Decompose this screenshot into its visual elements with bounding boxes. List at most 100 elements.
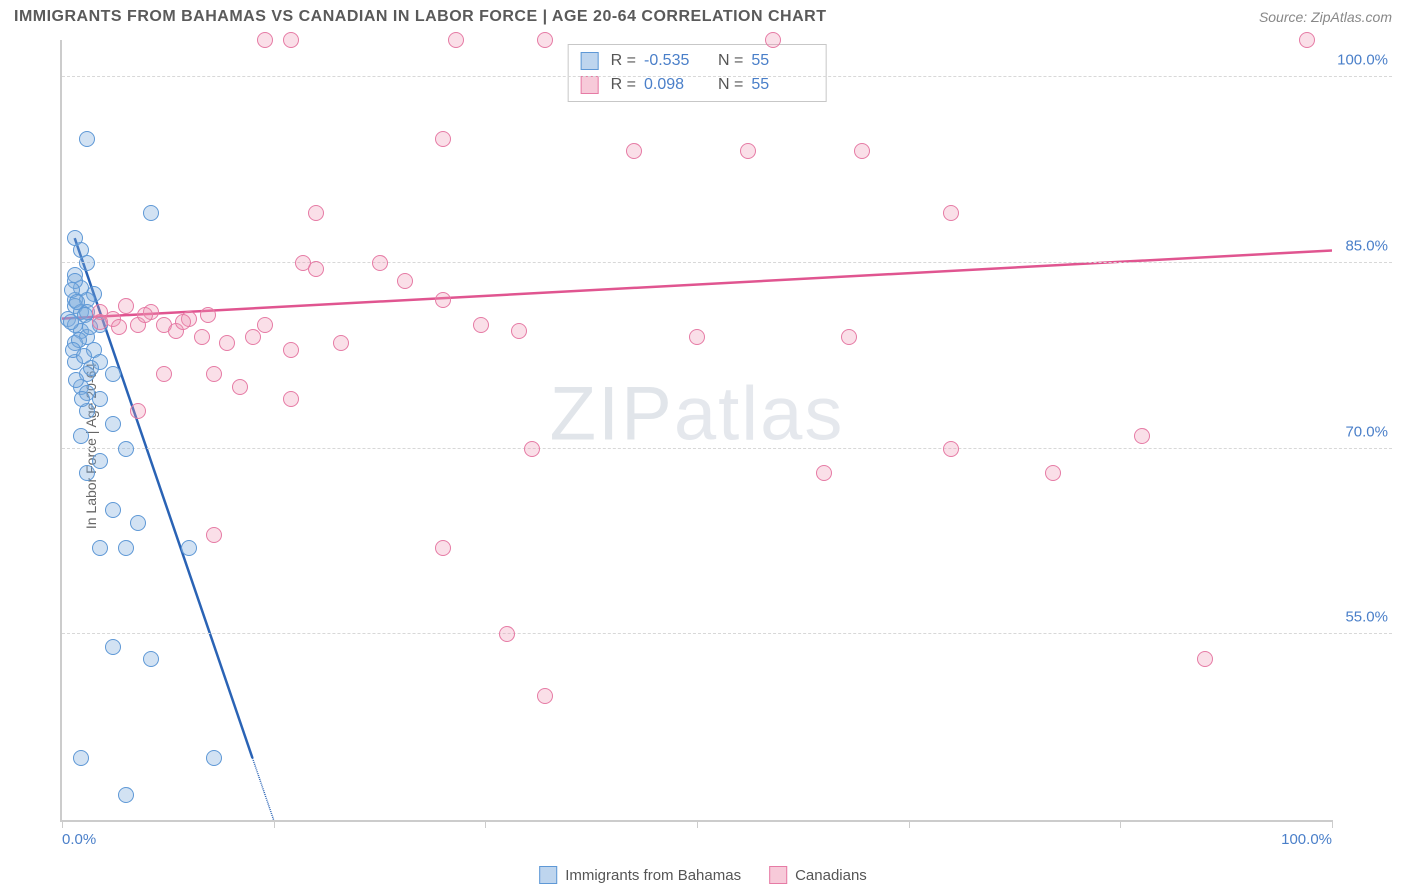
data-point — [206, 750, 222, 766]
data-point — [111, 319, 127, 335]
data-point — [83, 360, 99, 376]
data-point — [1045, 465, 1061, 481]
data-point — [283, 32, 299, 48]
data-point — [943, 441, 959, 457]
data-point — [73, 750, 89, 766]
data-point — [245, 329, 261, 345]
data-point — [92, 314, 108, 330]
data-point — [118, 298, 134, 314]
x-tick — [1332, 820, 1333, 828]
stats-row-bahamas: R = -0.535 N = 55 — [581, 49, 814, 73]
data-point — [372, 255, 388, 271]
y-tick-label: 70.0% — [1345, 423, 1388, 440]
data-point — [308, 261, 324, 277]
source-attribution: Source: ZipAtlas.com — [1259, 9, 1392, 25]
data-point — [92, 540, 108, 556]
data-point — [1197, 651, 1213, 667]
data-point — [854, 143, 870, 159]
x-tick — [485, 820, 486, 828]
data-point — [1299, 32, 1315, 48]
watermark: ZIPatlas — [550, 371, 845, 458]
data-point — [219, 335, 235, 351]
data-point — [73, 428, 89, 444]
data-point — [130, 515, 146, 531]
data-point — [206, 527, 222, 543]
data-point — [473, 317, 489, 333]
data-point — [79, 255, 95, 271]
data-point — [308, 205, 324, 221]
data-point — [68, 372, 84, 388]
data-point — [537, 688, 553, 704]
data-point — [435, 131, 451, 147]
data-point — [841, 329, 857, 345]
data-point — [537, 32, 553, 48]
x-tick — [697, 820, 698, 828]
y-tick-label: 55.0% — [1345, 609, 1388, 626]
data-point — [130, 403, 146, 419]
data-point — [74, 391, 90, 407]
data-point — [79, 131, 95, 147]
data-point — [232, 379, 248, 395]
data-point — [397, 273, 413, 289]
x-tick-label: 0.0% — [62, 831, 96, 848]
n-value-bahamas: 55 — [751, 49, 813, 73]
chart-container: In Labor Force | Age 20-64 ZIPatlas R = … — [14, 40, 1392, 852]
x-tick — [1120, 820, 1121, 828]
x-tick — [909, 820, 910, 828]
header: IMMIGRANTS FROM BAHAMAS VS CANADIAN IN L… — [0, 0, 1406, 30]
data-point — [137, 307, 153, 323]
x-tick — [62, 820, 63, 828]
data-point — [206, 366, 222, 382]
r-label: R = — [611, 49, 636, 73]
data-point — [200, 307, 216, 323]
data-point — [105, 502, 121, 518]
x-tick-label: 100.0% — [1281, 831, 1332, 848]
data-point — [118, 540, 134, 556]
y-tick-label: 100.0% — [1337, 52, 1388, 69]
data-point — [181, 540, 197, 556]
data-point — [175, 314, 191, 330]
data-point — [79, 465, 95, 481]
data-point — [105, 366, 121, 382]
data-point — [63, 314, 79, 330]
data-point — [257, 317, 273, 333]
legend-item-canadians: Canadians — [769, 866, 867, 884]
gridline — [62, 633, 1392, 634]
data-point — [765, 32, 781, 48]
data-point — [1134, 428, 1150, 444]
data-point — [194, 329, 210, 345]
swatch-pink — [581, 76, 599, 94]
data-point — [435, 292, 451, 308]
gridline — [62, 448, 1392, 449]
data-point — [499, 626, 515, 642]
swatch-blue — [581, 52, 599, 70]
x-tick — [274, 820, 275, 828]
data-point — [105, 639, 121, 655]
data-point — [283, 391, 299, 407]
data-point — [740, 143, 756, 159]
data-point — [118, 787, 134, 803]
data-point — [448, 32, 464, 48]
data-point — [511, 323, 527, 339]
data-point — [283, 342, 299, 358]
stats-legend-box: R = -0.535 N = 55 R = 0.098 N = 55 — [568, 44, 827, 102]
data-point — [524, 441, 540, 457]
legend-label: Immigrants from Bahamas — [565, 867, 741, 884]
data-point — [105, 416, 121, 432]
data-point — [816, 465, 832, 481]
r-value-bahamas: -0.535 — [644, 49, 706, 73]
chart-title: IMMIGRANTS FROM BAHAMAS VS CANADIAN IN L… — [14, 8, 826, 26]
n-label: N = — [718, 49, 743, 73]
data-point — [118, 441, 134, 457]
data-point — [689, 329, 705, 345]
data-point — [435, 540, 451, 556]
data-point — [257, 32, 273, 48]
data-point — [92, 453, 108, 469]
data-point — [143, 205, 159, 221]
data-point — [156, 366, 172, 382]
legend-item-bahamas: Immigrants from Bahamas — [539, 866, 741, 884]
plot-area: ZIPatlas R = -0.535 N = 55 R = 0.098 N =… — [60, 40, 1332, 822]
gridline — [62, 76, 1392, 77]
data-point — [143, 651, 159, 667]
data-point — [626, 143, 642, 159]
